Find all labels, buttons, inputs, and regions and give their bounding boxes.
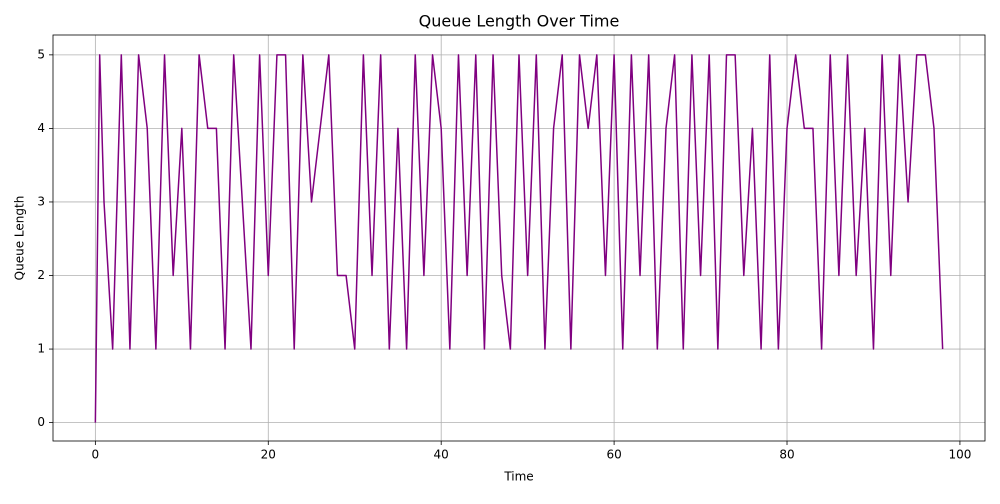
x-tick-label: 100 xyxy=(948,448,971,462)
y-tick-label: 4 xyxy=(37,121,45,135)
x-axis-label: Time xyxy=(503,470,533,484)
y-tick-label: 5 xyxy=(37,47,45,61)
data-line xyxy=(94,54,944,423)
y-tick-label: 1 xyxy=(37,342,45,356)
x-tick-label: 40 xyxy=(434,448,449,462)
chart-title: Queue Length Over Time xyxy=(419,12,620,31)
y-tick-label: 3 xyxy=(37,194,45,208)
x-tick-label: 60 xyxy=(606,448,621,462)
y-tick-label: 0 xyxy=(37,415,45,429)
x-tick-label: 80 xyxy=(779,448,794,462)
y-axis-label: Queue Length xyxy=(13,196,27,281)
plot-frame xyxy=(52,34,986,442)
x-tick-label: 0 xyxy=(92,448,100,462)
x-tick-label: 20 xyxy=(261,448,276,462)
y-tick-label: 2 xyxy=(37,268,45,282)
